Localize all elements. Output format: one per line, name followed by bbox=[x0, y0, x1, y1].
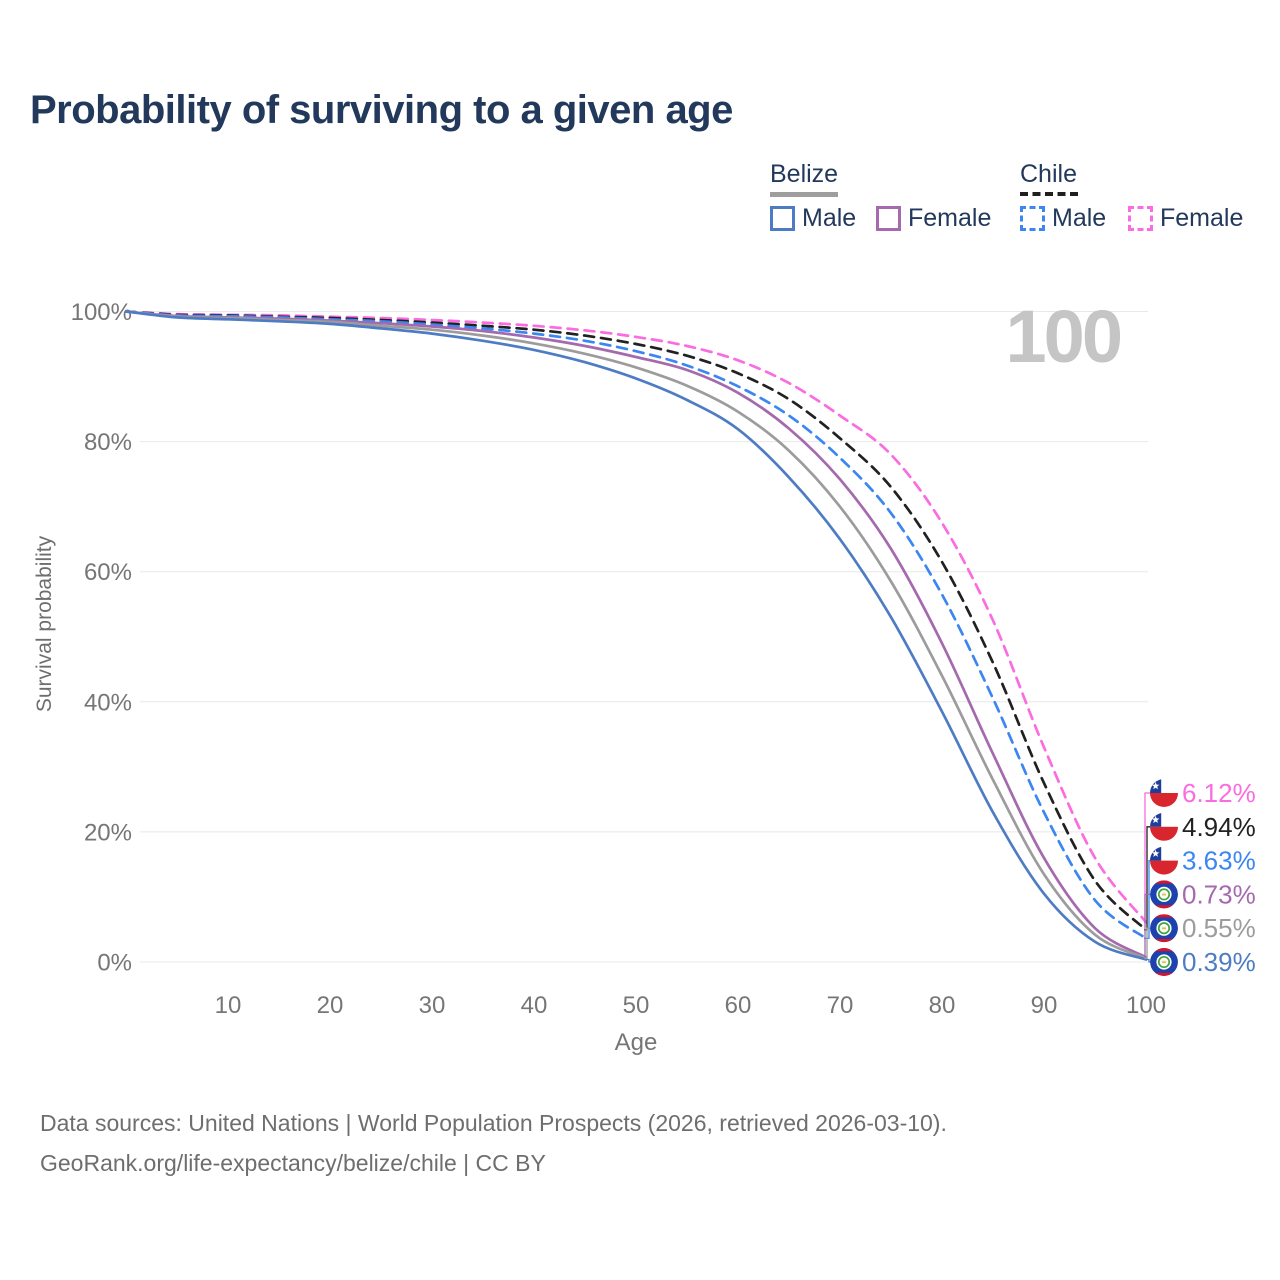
legend-swatch-chile-male[interactable] bbox=[1020, 206, 1045, 231]
y-tick-label: 100% bbox=[71, 299, 132, 326]
legend-label-belize-female[interactable]: Female bbox=[908, 204, 992, 232]
x-tick-label: 10 bbox=[215, 992, 242, 1019]
y-tick-label: 20% bbox=[84, 819, 132, 846]
end-value-label-belize-male: 0.39% bbox=[1182, 947, 1256, 977]
flag-icon-chile bbox=[1150, 847, 1178, 875]
y-tick-label: 60% bbox=[84, 559, 132, 586]
y-tick-label: 0% bbox=[97, 950, 132, 977]
legend-total-line-swatch-chile bbox=[1020, 192, 1078, 196]
flag-icon-belize bbox=[1150, 948, 1178, 976]
x-tick-label: 30 bbox=[419, 992, 446, 1019]
legend-label-belize-male[interactable]: Male bbox=[802, 204, 857, 232]
x-tick-label: 70 bbox=[827, 992, 854, 1019]
end-value-label-chile-male: 3.63% bbox=[1182, 846, 1256, 876]
x-tick-label: 20 bbox=[317, 992, 344, 1019]
x-axis-title: Age bbox=[615, 1029, 658, 1056]
end-value-label-chile-female: 6.12% bbox=[1182, 778, 1256, 808]
flag-icon-chile bbox=[1150, 813, 1178, 841]
curve-chile-both-sexes[interactable] bbox=[124, 310, 1148, 932]
end-value-labels: 6.12% 4.94% 3.63%0.73% 0.55% 0.39% bbox=[1144, 778, 1256, 977]
page-title: Probability of surviving to a given age bbox=[30, 88, 733, 132]
end-label-connector bbox=[1144, 958, 1150, 963]
legend-total-line-swatch-belize bbox=[770, 192, 838, 197]
flag-icon-chile bbox=[1150, 779, 1178, 807]
legend-group-title-belize[interactable]: Belize bbox=[770, 160, 839, 188]
x-tick-label: 80 bbox=[929, 992, 956, 1019]
legend-group-title-chile[interactable]: Chile bbox=[1020, 160, 1077, 188]
legend-swatch-belize-female[interactable] bbox=[876, 206, 901, 231]
end-label-connector bbox=[1144, 927, 1150, 960]
y-axis-title: Survival probability bbox=[33, 535, 56, 713]
curve-belize-both-sexes[interactable] bbox=[124, 310, 1148, 960]
legend-label-chile-female[interactable]: Female bbox=[1160, 204, 1244, 232]
end-label-connector bbox=[1144, 893, 1150, 958]
x-tick-label: 50 bbox=[623, 992, 650, 1019]
x-tick-label: 100 bbox=[1126, 992, 1166, 1019]
end-value-label-belize-female: 0.73% bbox=[1182, 879, 1256, 909]
y-axis-tick-labels: 0% 20% 40% 60% 80% 100% bbox=[71, 299, 132, 977]
end-value-label-belize-both-sexes: 0.55% bbox=[1182, 913, 1256, 943]
x-tick-label: 90 bbox=[1031, 992, 1058, 1019]
survival-curves bbox=[124, 310, 1148, 961]
curve-belize-male[interactable] bbox=[124, 310, 1148, 961]
attribution-line: GeoRank.org/life-expectancy/belize/chile… bbox=[40, 1150, 546, 1176]
legend-swatch-chile-female[interactable] bbox=[1128, 206, 1153, 231]
highlight-age-watermark: 100 bbox=[1005, 295, 1123, 378]
data-sources-line: Data sources: United Nations | World Pop… bbox=[40, 1110, 947, 1136]
gridlines bbox=[140, 311, 1148, 963]
flag-icon-belize bbox=[1150, 880, 1178, 908]
end-value-label-chile-both-sexes: 4.94% bbox=[1182, 812, 1256, 842]
x-tick-label: 40 bbox=[521, 992, 548, 1019]
legend-label-chile-male[interactable]: Male bbox=[1052, 204, 1107, 232]
legend-swatch-belize-male[interactable] bbox=[770, 206, 795, 231]
x-axis-tick-labels: 10 20 30 40 50 60 70 80 90 100 Age bbox=[215, 992, 1166, 1056]
y-tick-label: 40% bbox=[84, 689, 132, 716]
y-tick-label: 80% bbox=[84, 429, 132, 456]
x-tick-label: 60 bbox=[725, 992, 752, 1019]
curve-chile-male[interactable] bbox=[124, 310, 1148, 940]
curve-chile-female[interactable] bbox=[124, 310, 1148, 924]
flag-icon-belize bbox=[1150, 914, 1178, 942]
curve-belize-female[interactable] bbox=[124, 310, 1148, 959]
